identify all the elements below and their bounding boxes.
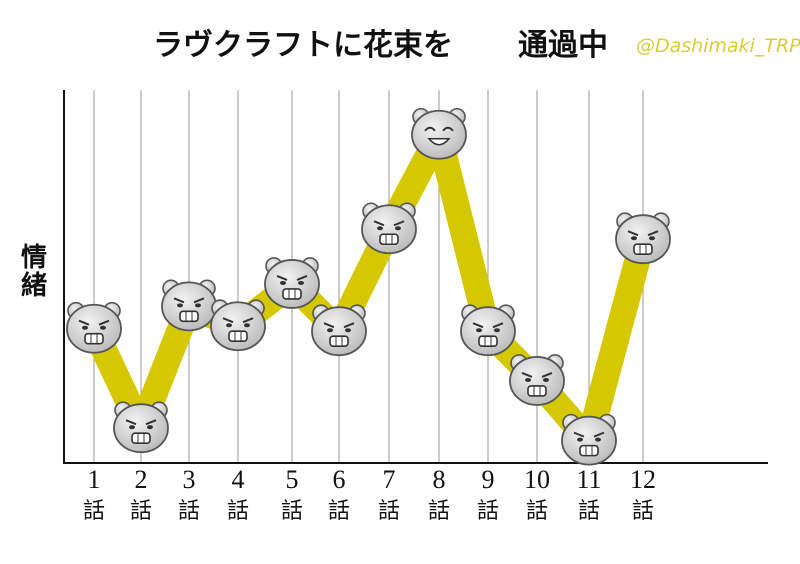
x-tick-number-1: 1 — [88, 465, 101, 494]
data-point-1 — [66, 301, 122, 354]
data-point-7 — [361, 202, 417, 255]
data-point-12 — [615, 212, 671, 265]
x-tick-number-8: 8 — [433, 465, 446, 494]
x-tick-suffix-9: 話 — [477, 499, 499, 524]
data-point-2 — [113, 401, 169, 454]
data-point-8 — [411, 107, 467, 160]
x-tick-labels: 1 話 2 話 3 話 4 話 5 話 6 話 7 話 8 話 9 話 10 話 11 話 12 話 — [83, 465, 656, 524]
credit-handle: @Dashimaki_TRPG — [636, 35, 800, 57]
data-point-3 — [161, 279, 217, 332]
x-tick-suffix-11: 話 — [578, 499, 600, 524]
x-tick-suffix-7: 話 — [378, 499, 400, 524]
x-tick-number-12: 12 — [630, 465, 656, 494]
x-tick-number-7: 7 — [383, 465, 396, 494]
x-tick-suffix-5: 話 — [281, 499, 303, 524]
x-tick-suffix-8: 話 — [428, 499, 450, 524]
x-tick-suffix-6: 話 — [328, 499, 350, 524]
chart-subtitle: 通過中 — [518, 28, 608, 63]
data-point-5 — [264, 257, 320, 309]
x-tick-suffix-10: 話 — [526, 499, 548, 524]
data-point-6 — [311, 304, 367, 357]
x-tick-suffix-1: 話 — [83, 499, 105, 524]
data-point-9 — [460, 304, 516, 357]
x-tick-suffix-4: 話 — [227, 499, 249, 524]
x-tick-number-4: 4 — [232, 465, 245, 494]
x-tick-suffix-3: 話 — [178, 499, 200, 524]
x-tick-number-9: 9 — [482, 465, 495, 494]
data-point-4 — [210, 299, 266, 352]
x-tick-number-6: 6 — [333, 465, 346, 494]
y-axis-label: 情緒 — [21, 243, 47, 301]
x-tick-suffix-2: 話 — [130, 499, 152, 524]
x-tick-number-3: 3 — [183, 465, 196, 494]
chart-title: ラヴクラフトに花束を — [153, 28, 453, 63]
x-tick-suffix-12: 話 — [632, 499, 654, 524]
data-point-10 — [509, 354, 565, 406]
x-tick-number-5: 5 — [286, 465, 299, 494]
data-point-11 — [561, 413, 617, 466]
data-points — [66, 107, 671, 466]
x-tick-number-2: 2 — [135, 465, 148, 494]
x-tick-number-10: 10 — [524, 465, 550, 494]
x-tick-number-11: 11 — [576, 465, 601, 494]
